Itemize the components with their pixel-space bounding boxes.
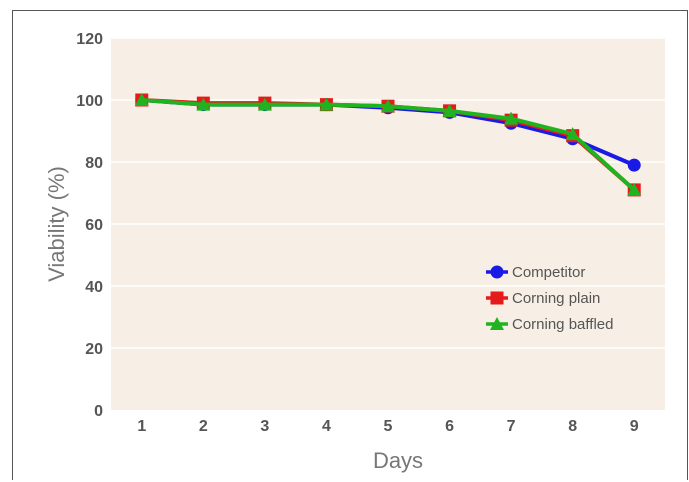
legend-label: Corning baffled: [512, 316, 613, 333]
x-tick-label: 5: [384, 418, 393, 435]
x-tick-label: 4: [322, 418, 331, 435]
legend-marker: [490, 291, 504, 305]
data-point: [319, 97, 334, 111]
legend-marker: [490, 265, 504, 279]
data-point: [627, 182, 642, 196]
legend-label: Corning plain: [512, 290, 600, 307]
legend-item: Competitor: [486, 264, 585, 281]
data-point: [257, 97, 272, 111]
data-point: [381, 99, 395, 113]
data-point: [196, 97, 211, 111]
y-axis-ticks: 0 20 40 60 80 100 120: [76, 31, 103, 420]
x-axis-title: Days: [373, 448, 423, 473]
data-point: [134, 93, 149, 106]
x-tick-label: 7: [507, 418, 516, 435]
y-tick-label: 20: [85, 341, 103, 358]
legend-item: Corning plain: [486, 290, 600, 307]
y-tick-label: 80: [85, 155, 103, 172]
x-tick-label: 1: [137, 418, 146, 435]
x-tick-label: 8: [568, 418, 577, 435]
data-point: [565, 127, 580, 141]
y-axis-title: Viability (%): [44, 166, 69, 282]
x-tick-label: 6: [445, 418, 454, 435]
x-tick-label: 3: [260, 418, 269, 435]
y-tick-label: 120: [76, 31, 103, 48]
legend-item: Corning baffled: [486, 316, 613, 333]
legend-marker: [490, 317, 504, 330]
y-tick-label: 40: [85, 279, 103, 296]
y-tick-label: 60: [85, 217, 103, 234]
x-tick-label: 9: [630, 418, 639, 435]
data-point: [442, 103, 457, 117]
legend-label: Competitor: [512, 264, 585, 281]
data-point: [627, 158, 641, 172]
chart-frame: [12, 10, 688, 480]
x-axis-ticks: 1 2 3 4 5 6 7 8 9: [137, 418, 638, 435]
data-point: [504, 111, 519, 125]
legend: Competitor Corning plain Corning baffled: [486, 264, 613, 333]
x-tick-label: 2: [199, 418, 208, 435]
y-tick-label: 0: [94, 403, 103, 420]
series-corning-baffled: [134, 93, 642, 196]
y-tick-label: 100: [76, 93, 103, 110]
data-series: [134, 93, 642, 197]
